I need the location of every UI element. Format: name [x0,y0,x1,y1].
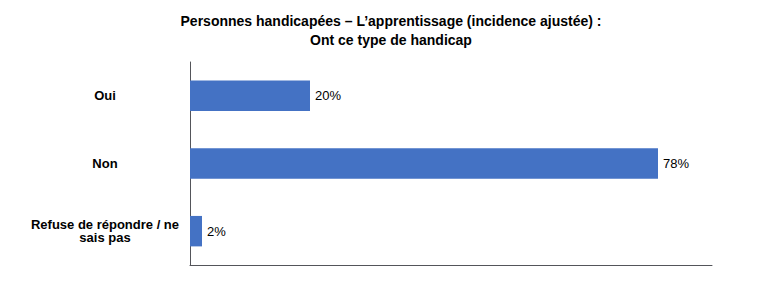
svg-text:20%: 20% [315,88,341,103]
svg-text:2%: 2% [207,224,226,239]
svg-text:Refuse de répondre / ne: Refuse de répondre / ne [31,217,179,233]
svg-text:Oui: Oui [94,88,116,103]
svg-text:Personnes handicapées – L’appr: Personnes handicapées – L’apprentissage … [181,13,602,29]
svg-text:Ont ce type de handicap: Ont ce type de handicap [310,32,472,48]
svg-text:Non: Non [92,156,117,171]
svg-text:sais pas: sais pas [79,230,130,245]
svg-text:78%: 78% [663,156,689,171]
